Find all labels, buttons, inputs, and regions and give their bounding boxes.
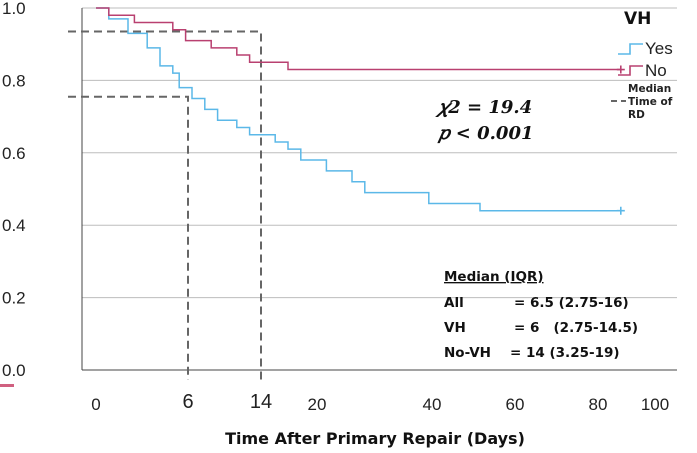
- x-tick-label: 80: [589, 395, 608, 414]
- x-tick-label: 60: [506, 395, 525, 414]
- x-tick-label: 20: [308, 395, 327, 414]
- legend-title: VH: [624, 9, 651, 29]
- median-reference-line: [68, 95, 189, 380]
- median-row-label: VH: [444, 320, 466, 336]
- series-line-no: [96, 7, 621, 71]
- axis-ticks: 0.0 0.2 0.4 0.6 0.8 1.0 0 20 40 60 80 100 6 14: [2, 0, 669, 414]
- y-tick-label: 0.0: [2, 361, 26, 380]
- x-tick-label: 0: [91, 395, 100, 414]
- median-row-value: = 6.5 (2.75-16): [514, 295, 629, 311]
- y-tick-label: 0.2: [2, 289, 26, 308]
- legend-label-no: No: [645, 61, 667, 80]
- median-row-label: No-VH: [444, 345, 491, 361]
- legend-label-median: Median Time of RD: [628, 83, 673, 121]
- censor-mark: [616, 65, 625, 74]
- chi-square-stat: 𝜒2 = 19.4: [435, 97, 532, 118]
- grid-lines: [81, 7, 677, 371]
- legend-label-yes: Yes: [645, 39, 673, 58]
- stat-annotation: 𝜒2 = 19.4 𝑝 < 0.001: [435, 97, 534, 144]
- y-tick-label: 0.6: [2, 144, 26, 163]
- legend-swatch-no: [618, 65, 643, 76]
- p-value-stat: 𝑝 < 0.001: [437, 123, 534, 144]
- x-tick-label: 6: [182, 391, 193, 413]
- median-row-value: = 14 (3.25-19): [510, 345, 620, 361]
- median-row-label: All: [444, 295, 464, 311]
- median-reference-line: [68, 30, 262, 380]
- median-table: Median (IQR) All = 6.5 (2.75-16) VH = 6 …: [444, 269, 638, 361]
- y-tick-label: 0.8: [2, 71, 26, 90]
- x-tick-label: 100: [641, 395, 669, 414]
- survival-curves: [96, 7, 625, 215]
- x-tick-label: 14: [250, 391, 272, 413]
- x-axis-title: Time After Primary Repair (Days): [225, 429, 525, 448]
- y-tick-label: 0.4: [2, 216, 26, 235]
- median-reference-lines: [68, 30, 262, 380]
- series-line-yes: [96, 7, 621, 212]
- median-table-title: Median (IQR): [444, 269, 544, 285]
- censor-mark: [616, 206, 625, 215]
- edge-marker-left: [0, 384, 14, 387]
- legend: VH Yes No Median Time of RD: [611, 9, 673, 121]
- median-row-value: = 6 (2.75-14.5): [514, 320, 638, 336]
- x-tick-label: 40: [423, 395, 442, 414]
- legend-swatch-yes: [618, 43, 643, 55]
- y-tick-label: 1.0: [2, 0, 26, 18]
